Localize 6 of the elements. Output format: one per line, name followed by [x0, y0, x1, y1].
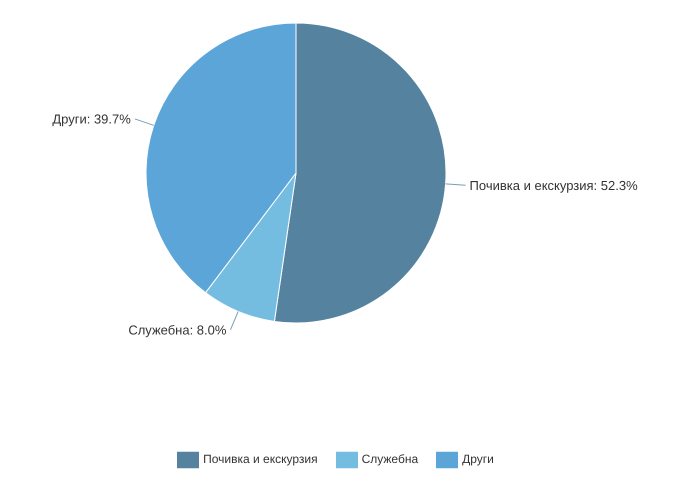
legend-label: Служебна [362, 452, 418, 466]
legend-label: Други [462, 452, 494, 466]
data-label: Служебна: 8.0% [128, 322, 227, 338]
data-label: Почивка и екскурзия: 52.3% [470, 178, 638, 193]
data-label: Други: 39.7% [52, 111, 132, 126]
legend-label: Почивка и екскурзия [203, 452, 318, 466]
